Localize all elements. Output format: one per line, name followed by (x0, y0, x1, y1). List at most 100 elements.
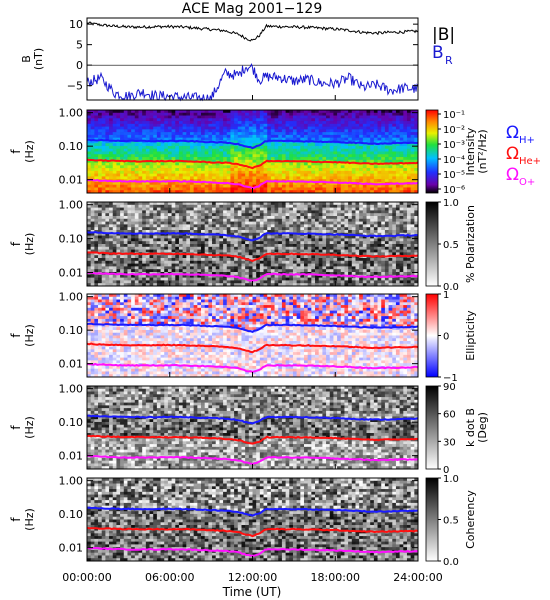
intensity-cell (201, 187, 205, 191)
polarization-cell (270, 235, 275, 239)
intensity-colorbar-tick-label: 10⁻¹ (443, 110, 465, 121)
polarization-cell (212, 238, 217, 242)
polarization-cell (270, 227, 275, 231)
polarization-cell (322, 244, 327, 248)
polarization-cell (175, 202, 180, 206)
intensity-cell (384, 154, 389, 158)
polarization-cell (131, 216, 136, 220)
intensity-cell (123, 187, 128, 191)
intensity-cell (366, 121, 371, 125)
intensity-cell (270, 137, 275, 141)
polarization-cell (142, 244, 147, 248)
intensity-cell (175, 115, 180, 119)
polarization-cell (359, 232, 364, 236)
polarization-cell (134, 216, 139, 220)
intensity-cell (263, 137, 268, 141)
intensity-cell (245, 123, 250, 127)
polarization-cell (373, 244, 378, 248)
polarization-cell (237, 238, 242, 242)
intensity-cell (208, 157, 213, 161)
intensity-cell (186, 162, 191, 166)
intensity-cell (355, 145, 360, 150)
polarization-cell (410, 218, 415, 222)
intensity-cell (223, 110, 228, 114)
intensity-cell (105, 154, 110, 158)
polarization-cell (156, 230, 161, 234)
polarization-cell (120, 204, 125, 208)
intensity-cell (197, 134, 202, 138)
intensity-cell (359, 123, 364, 127)
intensity-cell (292, 126, 297, 130)
polarization-cell (123, 202, 128, 206)
polarization-cell (223, 258, 228, 262)
polarization-cell (138, 213, 143, 217)
polarization-cell (340, 216, 345, 220)
polarization-cell (237, 227, 242, 231)
polarization-cell (204, 255, 209, 259)
intensity-cell (359, 132, 364, 136)
polarization-cell (186, 263, 191, 267)
polarization-cell (410, 207, 415, 211)
intensity-cell (370, 165, 375, 169)
intensity-cell (230, 184, 235, 188)
polarization-cell (237, 230, 242, 234)
intensity-cell (164, 112, 169, 116)
intensity-cell (344, 148, 349, 152)
intensity-cell (392, 190, 397, 194)
polarization-cell (167, 224, 172, 228)
intensity-cell (175, 121, 180, 125)
intensity-cell (197, 165, 202, 169)
intensity-cell (399, 184, 404, 188)
polarization-cell (351, 263, 356, 267)
intensity-cell (370, 126, 375, 130)
intensity-cell (87, 162, 91, 166)
intensity-cell (337, 115, 342, 119)
intensity-cell (281, 181, 286, 185)
intensity-cell (270, 148, 275, 152)
polarization-cell (134, 241, 139, 245)
polarization-cell (101, 207, 106, 211)
polarization-cell (395, 263, 400, 267)
intensity-cell (234, 184, 239, 188)
polarization-cell (204, 244, 209, 248)
intensity-cell (189, 115, 194, 119)
polarization-cell (175, 266, 180, 270)
intensity-cell (245, 168, 250, 172)
intensity-cell (392, 154, 397, 158)
polarization-cell (388, 230, 393, 234)
intensity-cell (256, 134, 261, 138)
intensity-cell (406, 145, 411, 150)
polarization-cell (142, 216, 147, 220)
intensity-cell (167, 110, 172, 114)
intensity-cell (381, 115, 386, 119)
intensity-cell (237, 165, 242, 169)
intensity-cell (344, 115, 349, 119)
intensity-cell (414, 151, 419, 155)
polarization-cell (160, 227, 165, 231)
intensity-cell (362, 184, 367, 188)
polarization-cell (182, 216, 187, 220)
polarization-cell (406, 235, 411, 239)
intensity-cell (278, 154, 283, 158)
polarization-cell (307, 249, 312, 253)
intensity-cell (208, 162, 213, 166)
polarization-cell (344, 213, 349, 217)
polarization-cell (384, 266, 389, 270)
polarization-cell (366, 202, 371, 206)
polarization-cell (285, 258, 290, 262)
intensity-cell (219, 170, 224, 174)
polarization-cell (241, 213, 246, 217)
intensity-cell (123, 148, 128, 152)
polarization-cell (256, 255, 261, 259)
intensity-cell (259, 168, 264, 172)
polarization-cell (160, 221, 165, 225)
polarization-cell (160, 244, 165, 248)
intensity-cell (167, 137, 172, 141)
intensity-cell (164, 123, 169, 127)
polarization-cell (197, 235, 202, 239)
polarization-cell (289, 241, 294, 245)
intensity-cell (234, 121, 239, 125)
polarization-cell (160, 204, 165, 208)
polarization-cell (322, 230, 327, 234)
